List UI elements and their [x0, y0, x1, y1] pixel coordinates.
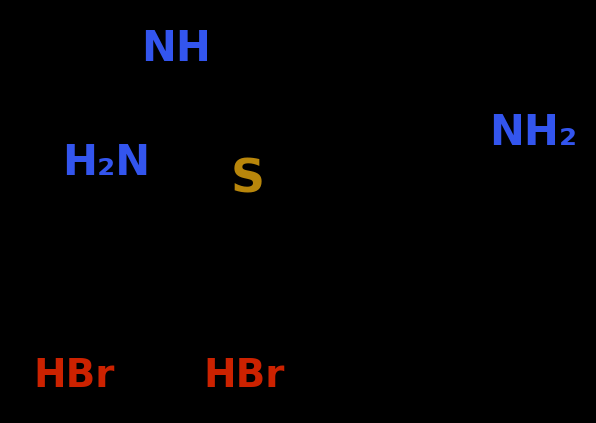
Text: H₂N: H₂N [63, 142, 151, 184]
Text: NH: NH [141, 27, 211, 70]
Text: HBr: HBr [34, 357, 115, 396]
Text: S: S [230, 157, 265, 202]
Text: NH₂: NH₂ [489, 112, 577, 154]
Text: HBr: HBr [204, 357, 285, 396]
